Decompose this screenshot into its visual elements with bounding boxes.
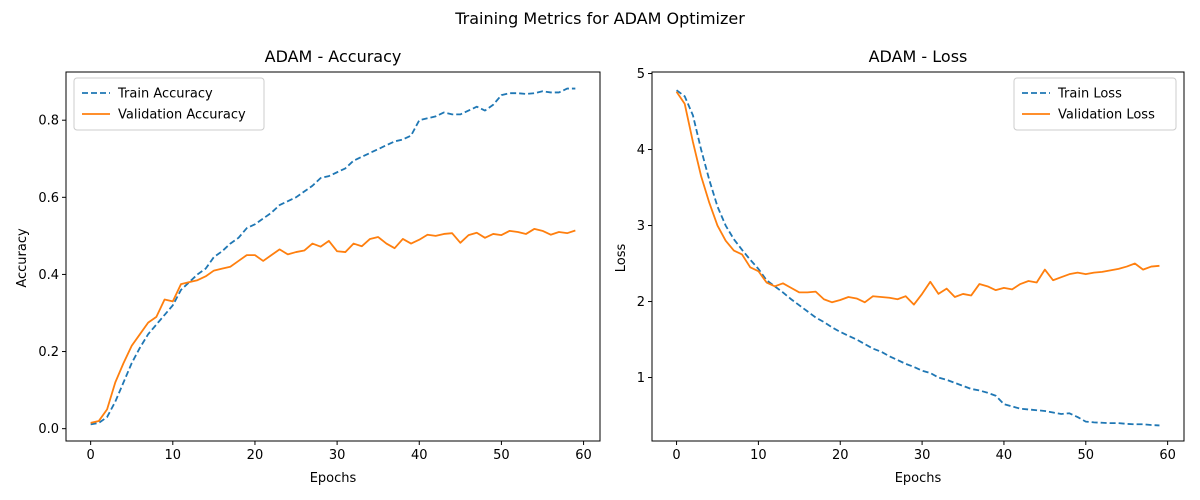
figure-suptitle: Training Metrics for ADAM Optimizer [454,9,745,28]
loss-series-train-line [676,89,1160,427]
accuracy-x-tick-label: 20 [247,448,264,463]
loss-x-tick-label: 0 [672,448,680,463]
loss-y-tick-label: 4 [637,143,645,158]
loss-y-tick-label: 3 [637,219,645,234]
loss-legend-label: Train Loss [1057,87,1122,102]
accuracy-x-tick-label: 30 [329,448,346,463]
accuracy-x-tick-label: 0 [87,448,95,463]
accuracy-chart-title: ADAM - Accuracy [265,47,402,66]
accuracy-chart: ADAM - Accuracy Epochs Accuracy 0 10 20 30 4… [15,47,601,486]
loss-x-axis-label: Epochs [895,471,942,486]
loss-x-tick-label: 10 [750,448,767,463]
accuracy-legend: Train Accuracy Validation Accuracy [73,77,265,131]
accuracy-plot-frame [65,71,601,442]
accuracy-legend-label: Train Accuracy [117,87,213,102]
accuracy-x-tick-label: 40 [411,448,428,463]
accuracy-series-validation-line [90,228,576,424]
accuracy-y-axis-label: Accuracy [15,228,30,288]
accuracy-y-tick-label: 0.4 [38,268,59,283]
loss-chart: ADAM - Loss Epochs Loss 0 10 20 30 40 50 60 1 2 3… [614,47,1185,486]
loss-x-tick-label: 40 [996,448,1013,463]
loss-y-axis-label: Loss [614,244,629,273]
loss-legend-label: Validation Loss [1058,108,1155,123]
loss-x-tick-label: 60 [1159,448,1176,463]
loss-series-validation-line [675,91,1160,306]
loss-x-tick-label: 20 [832,448,849,463]
accuracy-y-tick-label: 0.6 [38,191,59,206]
accuracy-series-train-line [90,87,576,426]
loss-chart-title: ADAM - Loss [869,47,968,66]
accuracy-x-axis-label: Epochs [310,471,357,486]
accuracy-x-tick-label: 10 [165,448,182,463]
accuracy-y-tick-label: 0.0 [38,422,59,437]
loss-x-tick-label: 30 [914,448,931,463]
accuracy-legend-label: Validation Accuracy [118,108,246,123]
loss-y-tick-label: 5 [637,67,645,82]
accuracy-y-tick-label: 0.2 [38,345,59,360]
loss-plot-frame [651,71,1185,442]
accuracy-y-tick-label: 0.8 [38,114,59,129]
loss-legend: Train Loss Validation Loss [1013,77,1177,131]
loss-y-tick-label: 2 [637,295,645,310]
loss-y-tick-label: 1 [637,371,645,386]
loss-x-tick-label: 50 [1078,448,1095,463]
accuracy-legend-box [73,77,265,131]
loss-legend-box [1013,77,1177,131]
accuracy-x-tick-label: 50 [493,448,510,463]
accuracy-x-tick-label: 60 [575,448,592,463]
